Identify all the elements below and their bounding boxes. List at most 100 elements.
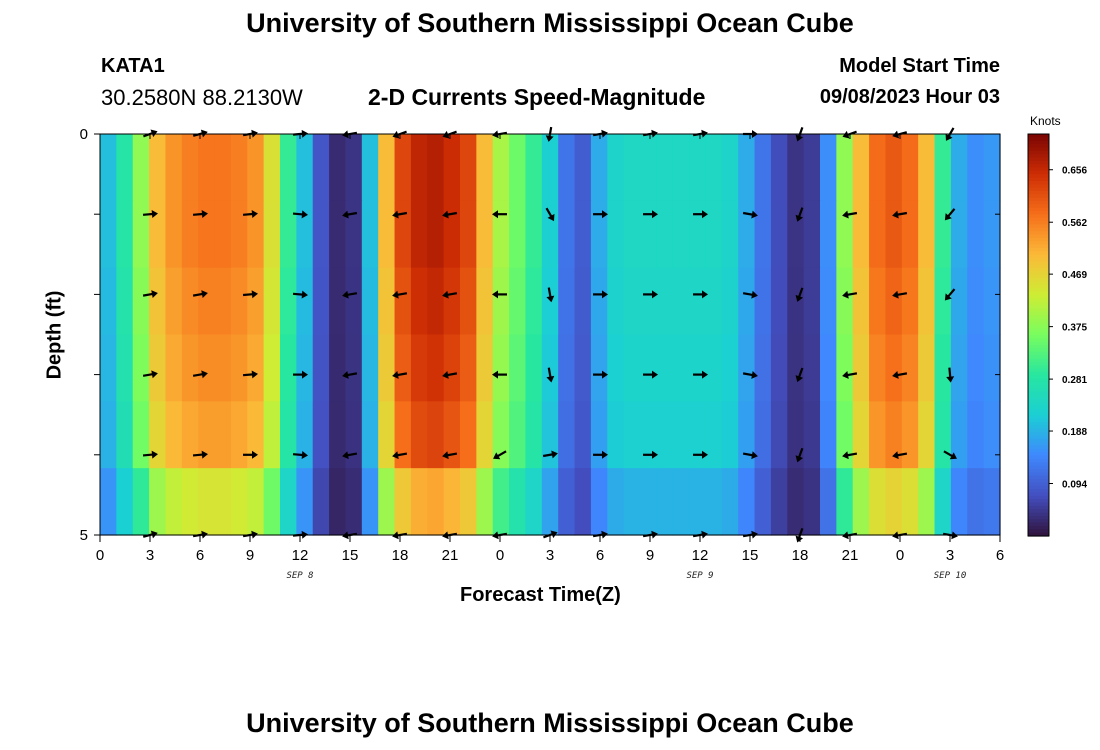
day-label: SEP 9 <box>686 571 713 581</box>
current-arrow <box>442 290 458 299</box>
heatmap-cell <box>345 200 363 269</box>
heatmap-cell <box>836 200 854 269</box>
heatmap-cell <box>672 267 690 336</box>
colorbar-segment <box>1028 150 1049 155</box>
heatmap-cell <box>460 401 477 469</box>
heatmap-cell <box>181 134 199 202</box>
heatmap-cell <box>329 134 347 202</box>
heatmap-cell <box>836 401 854 469</box>
heatmap-cell <box>623 134 641 202</box>
colorbar-segment <box>1028 499 1049 504</box>
colorbar-segment <box>1028 428 1049 433</box>
heatmap-cell <box>852 267 870 336</box>
colorbar-segment <box>1028 398 1049 403</box>
colorbar-segment <box>1028 164 1049 169</box>
heatmap-cell <box>590 200 608 269</box>
heatmap-cell <box>918 401 936 469</box>
current-arrow <box>693 370 708 379</box>
heatmap-cell <box>149 200 167 269</box>
heatmap-cell <box>869 134 887 202</box>
heatmap-cell <box>361 334 379 402</box>
heatmap-cell <box>525 401 543 469</box>
heatmap-cell <box>198 468 216 536</box>
heatmap-cell <box>198 267 216 336</box>
heatmap-cell <box>607 401 625 469</box>
chart-title: 2-D Currents Speed-Magnitude <box>368 84 706 110</box>
heatmap-cell <box>705 334 723 402</box>
current-arrow <box>593 210 608 219</box>
colorbar-segment <box>1028 304 1049 309</box>
heatmap-cell <box>132 267 150 336</box>
colorbar-segment <box>1028 257 1049 262</box>
heatmap-cell <box>100 267 117 336</box>
current-arrow <box>742 210 758 219</box>
colorbar-tick-label: 0.656 <box>1062 166 1087 177</box>
heatmap-cell <box>901 267 919 336</box>
heatmap-cell <box>754 134 772 202</box>
heatmap-cell <box>950 334 968 402</box>
heatmap-cell <box>705 401 723 469</box>
colorbar-segment <box>1028 529 1049 534</box>
current-arrow <box>342 210 358 219</box>
current-arrow <box>142 290 158 298</box>
heatmap-cell <box>885 334 903 402</box>
heatmap-cell <box>885 401 903 469</box>
heatmap-cell <box>312 334 330 402</box>
colorbar-segment <box>1028 365 1049 370</box>
heatmap-cell <box>214 334 232 402</box>
heatmap-cell <box>950 468 968 536</box>
heatmap-cell <box>296 334 314 402</box>
current-arrows <box>142 126 958 543</box>
heatmap-cell <box>181 334 199 402</box>
heatmap-cell <box>574 134 592 202</box>
x-axis: 0 3 6 9 12 15 18 21 0 3 6 9 12 15 18 21 0 3 6 SEP 8 SEP 9 SEP… <box>96 134 1004 581</box>
heatmap-cell <box>149 401 167 469</box>
current-arrow <box>693 450 708 459</box>
current-arrow <box>795 287 804 302</box>
heatmap-cell <box>100 401 117 469</box>
heatmap-cell <box>378 134 396 202</box>
colorbar-segment <box>1028 502 1049 507</box>
heatmap-cell <box>378 267 396 336</box>
heatmap-cell <box>296 134 314 202</box>
heatmap-cell <box>460 134 477 202</box>
heatmap-cell <box>983 334 1001 402</box>
heatmap-cell <box>983 468 1001 536</box>
heatmap-cell <box>869 267 887 336</box>
y-tick-label: 5 <box>80 527 88 544</box>
heatmap-cell <box>820 134 837 202</box>
heatmap-cell <box>296 200 314 269</box>
heatmap-cell <box>558 401 576 469</box>
heatmap-cell <box>640 334 657 402</box>
colorbar-segment <box>1028 318 1049 323</box>
heatmap-cell <box>509 468 527 536</box>
heatmap-cell <box>623 267 641 336</box>
current-arrow <box>442 210 458 219</box>
colorbar-segment <box>1028 425 1049 430</box>
heatmap-cell <box>967 468 985 536</box>
colorbar-segment <box>1028 201 1049 205</box>
heatmap-cell <box>378 468 396 536</box>
current-arrow <box>192 290 208 298</box>
heatmap-cell <box>558 468 576 536</box>
heatmap-cell <box>672 200 690 269</box>
heatmap-cell <box>967 134 985 202</box>
heatmap-cell <box>427 134 445 202</box>
current-arrow <box>392 210 408 219</box>
heatmap-cell <box>165 267 183 336</box>
heatmap-cell <box>476 401 494 469</box>
heatmap-cell <box>476 468 494 536</box>
heatmap-cell <box>345 401 363 469</box>
current-arrow <box>945 127 955 141</box>
heatmap-cell <box>509 334 527 402</box>
heatmap-cell <box>329 401 347 469</box>
heatmap-cell <box>509 267 527 336</box>
colorbar-segment <box>1028 174 1049 179</box>
heatmap-cell <box>918 468 936 536</box>
heatmap-cell <box>132 401 150 469</box>
heatmap-cell <box>263 468 281 536</box>
current-arrow <box>742 451 758 460</box>
heatmap-cell <box>721 468 739 536</box>
heatmap-cell <box>656 200 674 269</box>
